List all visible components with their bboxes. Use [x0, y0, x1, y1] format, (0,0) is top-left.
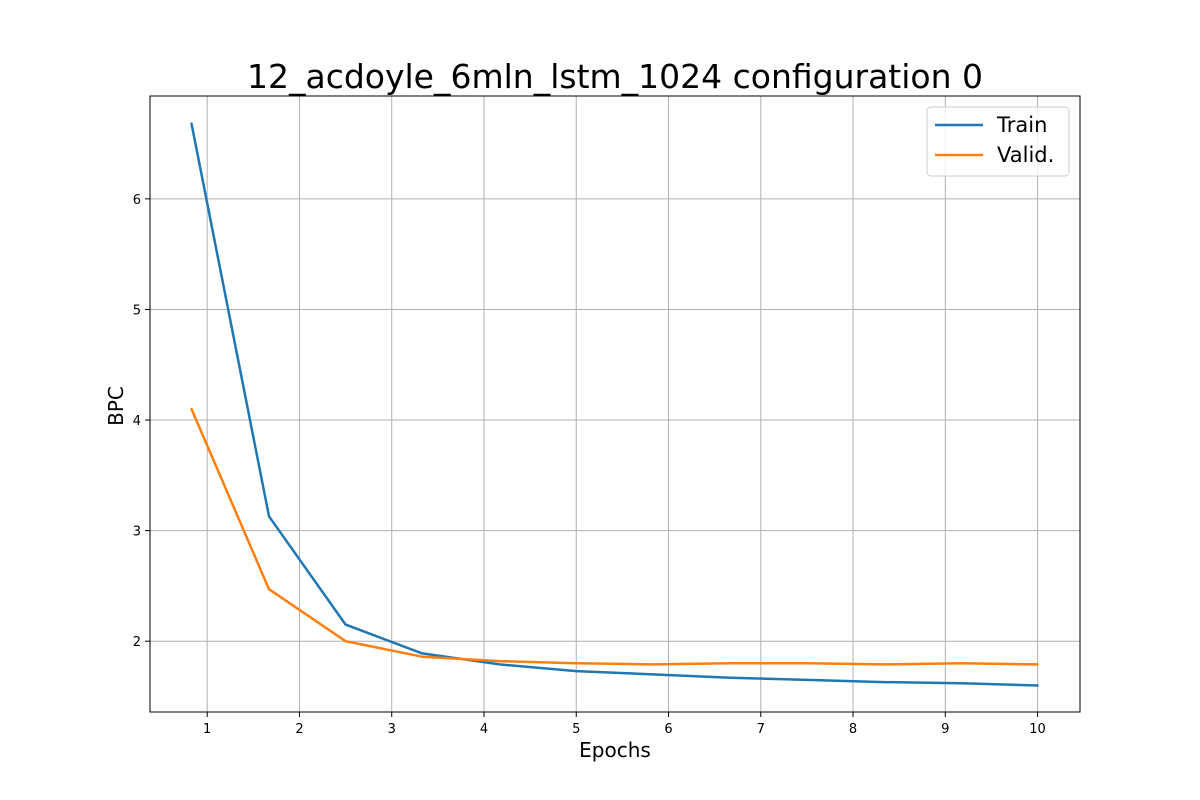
x-tick-label: 6 — [664, 722, 672, 737]
x-tick-label: 4 — [480, 722, 488, 737]
y-tick-label: 2 — [133, 635, 141, 650]
series-lines — [190, 122, 1039, 687]
x-tick-label: 2 — [295, 722, 303, 737]
x-tick-label: 5 — [572, 722, 580, 737]
x-tick-label: 10 — [1029, 722, 1046, 737]
y-tick-label: 4 — [133, 414, 141, 429]
plot-frame — [149, 95, 1081, 713]
x-tick-label: 7 — [757, 722, 765, 737]
legend: Train Valid. — [926, 106, 1070, 177]
y-tick-label: 6 — [133, 193, 141, 208]
chart-title: 12_acdoyle_6mln_lstm_1024 configuration … — [247, 57, 983, 96]
grid-lines — [150, 96, 1080, 712]
series-line-train — [190, 122, 1039, 687]
x-axis-label: Epochs — [579, 738, 651, 762]
y-axis-ticks: 2 3 4 5 6 — [133, 193, 150, 650]
y-tick-label: 5 — [133, 303, 141, 318]
x-axis-ticks: 1 2 3 4 5 6 7 8 9 10 — [203, 712, 1046, 737]
legend-label-train: Train — [996, 113, 1047, 137]
legend-label-valid: Valid. — [997, 143, 1054, 167]
x-tick-label: 3 — [388, 722, 396, 737]
series-line-valid — [190, 407, 1039, 666]
y-axis-label: BPC — [104, 386, 128, 426]
y-tick-label: 3 — [133, 525, 141, 540]
x-tick-label: 1 — [203, 722, 211, 737]
x-tick-label: 8 — [849, 722, 857, 737]
x-tick-label: 9 — [941, 722, 949, 737]
